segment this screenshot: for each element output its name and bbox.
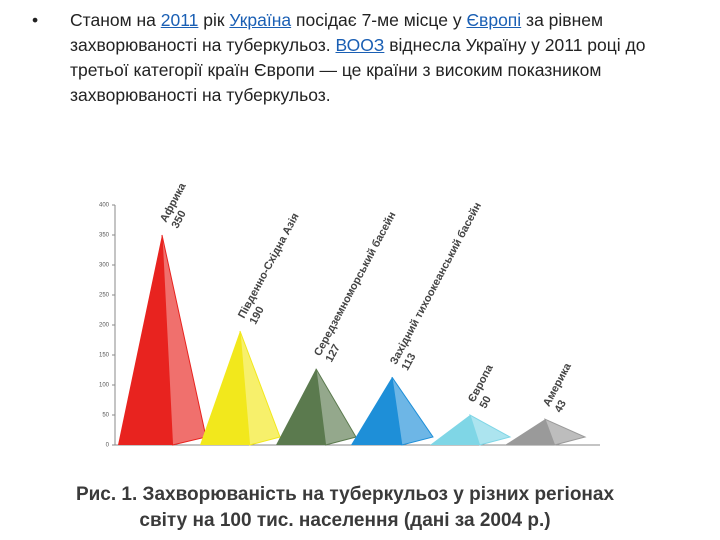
link[interactable]: 2011 xyxy=(160,10,199,30)
value-label: 43 xyxy=(553,398,569,414)
pyramid-front xyxy=(276,368,326,445)
pyramid-front xyxy=(200,331,250,445)
region-label: Середземноморський басейн xyxy=(312,210,398,358)
pyramid-front xyxy=(505,419,555,445)
link[interactable]: Україна xyxy=(229,10,292,30)
y-tick-label: 350 xyxy=(99,233,110,239)
region-label: Західний тихоокеанський басейн xyxy=(388,201,484,367)
text-run: за рівнем захворюваності на туберкульоз. xyxy=(70,10,604,55)
y-tick-label: 200 xyxy=(99,323,110,329)
value-label: 50 xyxy=(478,394,494,410)
caption: світу на 100 тис. населення (дані за 200… xyxy=(139,510,550,531)
y-tick-label: 50 xyxy=(102,413,109,419)
pyramid-front xyxy=(430,415,480,445)
y-tick-label: 0 xyxy=(106,443,110,449)
link[interactable]: Європі xyxy=(466,10,522,30)
region-label: Південно-Східна Азія xyxy=(236,211,302,320)
bullet: • xyxy=(32,10,39,30)
text-run: віднесла Україну у 2011 році до третьої … xyxy=(70,35,646,105)
y-tick-label: 400 xyxy=(99,203,110,209)
text-run: Станом на xyxy=(70,10,161,30)
pyramid-front xyxy=(118,235,173,445)
y-tick-label: 250 xyxy=(99,293,110,299)
y-tick-label: 100 xyxy=(99,383,110,389)
bullet-text: • Станом на 2011 рік Україна посідає 7-м… xyxy=(32,8,692,108)
caption: Рис. 1. Захворюваність на туберкульоз у … xyxy=(76,484,615,505)
paragraph: Станом на 2011 рік Україна посідає 7-ме … xyxy=(70,8,692,108)
text-run: рік xyxy=(198,10,230,30)
text-run: посідає 7-ме місце у xyxy=(291,10,467,30)
pyramid-front xyxy=(351,377,402,445)
y-tick-label: 300 xyxy=(99,263,110,269)
y-tick-label: 150 xyxy=(99,353,110,359)
link[interactable]: ВООЗ xyxy=(335,35,385,55)
